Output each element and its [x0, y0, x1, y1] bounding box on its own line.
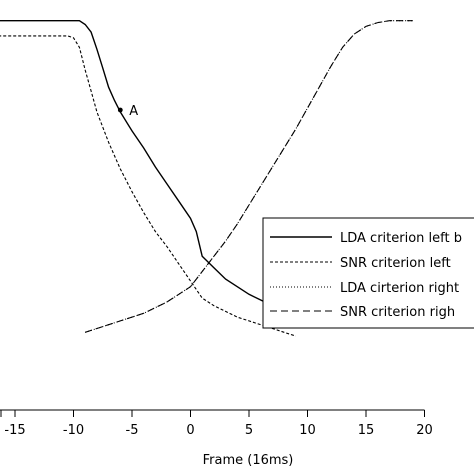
series-line-1 — [0, 20, 297, 318]
annotation-label: A — [129, 104, 138, 119]
x-tick-label: -10 — [63, 423, 84, 438]
x-tick-label: 10 — [299, 423, 316, 438]
legend-label: SNR criterion left — [340, 256, 451, 271]
x-tick-label: 5 — [245, 423, 253, 438]
x-tick-label: -15 — [4, 423, 25, 438]
x-axis-title: Frame (16ms) — [203, 453, 294, 468]
annotation-point — [117, 107, 123, 113]
series-line-2 — [0, 35, 296, 337]
x-tick-label: 20 — [416, 423, 433, 438]
x-axis: -15 -10 -5 0 5 10 15 20 — [0, 409, 433, 438]
legend-label: SNR criterion righ — [340, 305, 455, 320]
x-tick-label: 0 — [186, 423, 194, 438]
plot-series — [0, 20, 413, 337]
x-tick-label: 15 — [358, 423, 375, 438]
legend-label: LDA cirterion right — [340, 281, 459, 296]
x-tick-label: -5 — [126, 423, 139, 438]
annotations: A — [117, 104, 138, 119]
series-line-4 — [85, 20, 413, 333]
legend-label: LDA criterion left b — [340, 231, 462, 246]
legend: LDA criterion left b SNR criterion left LD… — [262, 217, 474, 329]
